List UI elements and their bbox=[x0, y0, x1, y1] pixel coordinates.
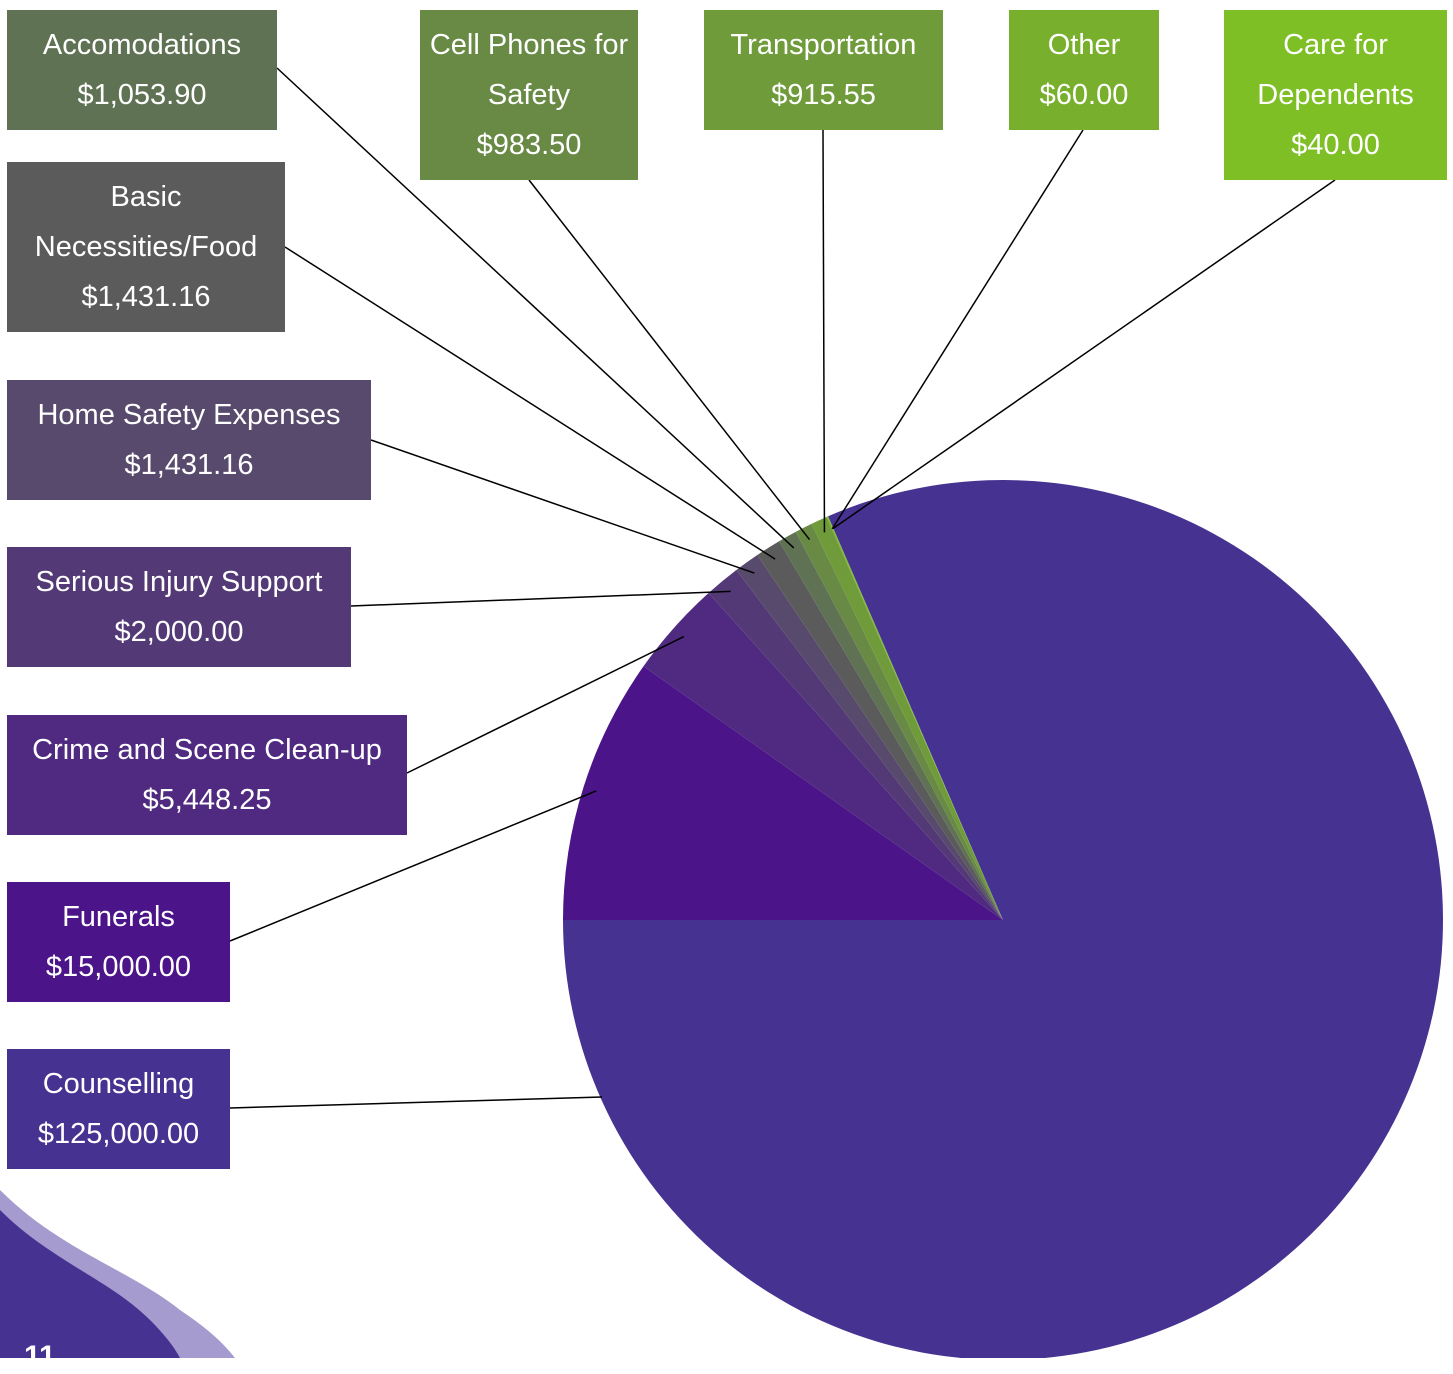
value-label: $1,431.16 bbox=[124, 449, 254, 481]
leader-line bbox=[229, 790, 597, 942]
label-box: Other $60.00 bbox=[1009, 10, 1159, 130]
value-label: $915.55 bbox=[771, 79, 876, 111]
leader-line bbox=[822, 129, 826, 533]
category-label: Counselling bbox=[42, 1068, 195, 1100]
pie-slice bbox=[563, 666, 1003, 920]
leader-line bbox=[229, 1096, 603, 1109]
label-box: Counselling $125,000.00 bbox=[7, 1049, 230, 1169]
value-label: $5,448.25 bbox=[142, 784, 272, 816]
label-box: Transportation $915.55 bbox=[704, 10, 943, 130]
leader-line bbox=[370, 439, 755, 574]
category-label: Care for Dependents bbox=[1257, 29, 1414, 111]
pie-slice bbox=[795, 523, 1003, 920]
pie-slice bbox=[827, 516, 1003, 920]
label-box: Crime and Scene Clean-up $5,448.25 bbox=[7, 715, 407, 835]
leader-line bbox=[406, 635, 685, 774]
category-label: Basic Necessities/Food bbox=[34, 181, 258, 263]
value-label: $1,053.90 bbox=[77, 79, 207, 111]
label-box: Cell Phones for Safety $983.50 bbox=[420, 10, 638, 180]
value-label: $2,000.00 bbox=[114, 616, 244, 648]
leader-line bbox=[831, 129, 1084, 530]
leader-line bbox=[528, 179, 811, 541]
category-label: Funerals bbox=[62, 901, 175, 933]
page-number: 11 bbox=[24, 1340, 56, 1373]
pie-slice bbox=[708, 570, 1003, 920]
pie-slice bbox=[563, 480, 1443, 1358]
category-label: Cell Phones for Safety bbox=[429, 29, 629, 111]
value-label: $983.50 bbox=[476, 129, 582, 161]
pie-slice bbox=[811, 516, 1003, 920]
label-box: Care for Dependents $40.00 bbox=[1224, 10, 1447, 180]
category-label: Accomodations bbox=[42, 29, 242, 61]
decoration bbox=[0, 1210, 180, 1358]
leader-line bbox=[832, 179, 1336, 530]
category-label: Crime and Scene Clean-up bbox=[32, 734, 382, 766]
label-box: Accomodations $1,053.90 bbox=[7, 10, 277, 130]
category-label: Transportation bbox=[730, 29, 917, 61]
label-box: Serious Injury Support $2,000.00 bbox=[7, 547, 351, 667]
pie-slice bbox=[736, 554, 1003, 920]
value-label: $1,431.16 bbox=[81, 281, 211, 313]
category-label: Serious Injury Support bbox=[35, 566, 323, 598]
leader-line bbox=[284, 246, 776, 560]
category-label: Home Safety Expenses bbox=[37, 399, 341, 431]
label-box: Basic Necessities/Food $1,431.16 bbox=[7, 162, 285, 332]
label-box: Funerals $15,000.00 bbox=[7, 882, 230, 1002]
leader-line bbox=[350, 590, 731, 607]
category-label: Other bbox=[1047, 29, 1121, 61]
pie-slice bbox=[826, 516, 1003, 920]
label-box: Home Safety Expenses $1,431.16 bbox=[7, 380, 371, 500]
value-label: $60.00 bbox=[1039, 79, 1129, 111]
pie-slice bbox=[757, 541, 1003, 920]
value-label: $15,000.00 bbox=[45, 951, 192, 983]
pie-slice bbox=[643, 593, 1003, 920]
value-label: $125,000.00 bbox=[37, 1118, 200, 1150]
pie-slice bbox=[779, 531, 1003, 920]
leader-line bbox=[276, 67, 795, 549]
value-label: $40.00 bbox=[1291, 129, 1380, 161]
